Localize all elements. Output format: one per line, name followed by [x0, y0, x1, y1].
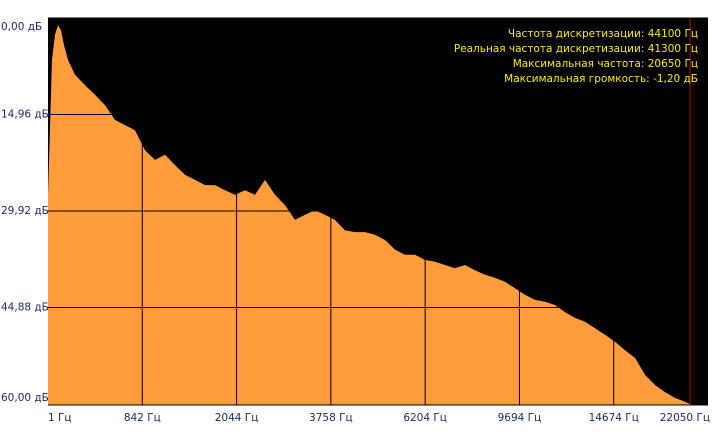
- x-tick-label: 2044 Гц: [215, 412, 259, 424]
- x-tick-label: 3758 Гц: [309, 412, 353, 424]
- x-tick-label: 842 Гц: [124, 412, 161, 424]
- info-line: Максимальная частота: 20650 Гц: [513, 58, 698, 70]
- x-tick-label: 22050 Гц: [660, 412, 710, 424]
- y-tick-label: 14,96 дБ: [1, 108, 49, 120]
- spectrum-area: [48, 25, 690, 405]
- y-tick-label: 44,88 дБ: [1, 301, 49, 313]
- y-tick-label: 0,00 дБ: [1, 21, 42, 33]
- y-tick-label: 60,00 дБ: [1, 392, 49, 404]
- x-tick-label: 6204 Гц: [403, 412, 447, 424]
- x-tick-label: 9694 Гц: [498, 412, 542, 424]
- info-line: Частота дискретизации: 44100 Гц: [508, 28, 698, 40]
- y-tick-label: 29,92 дБ: [1, 205, 49, 217]
- info-line: Максимальная громкость: -1,20 дБ: [504, 73, 698, 85]
- info-line: Реальная частота дискретизации: 41300 Гц: [454, 43, 698, 55]
- x-tick-label: 14674 Гц: [589, 412, 639, 424]
- x-tick-label: 1 Гц: [48, 412, 72, 424]
